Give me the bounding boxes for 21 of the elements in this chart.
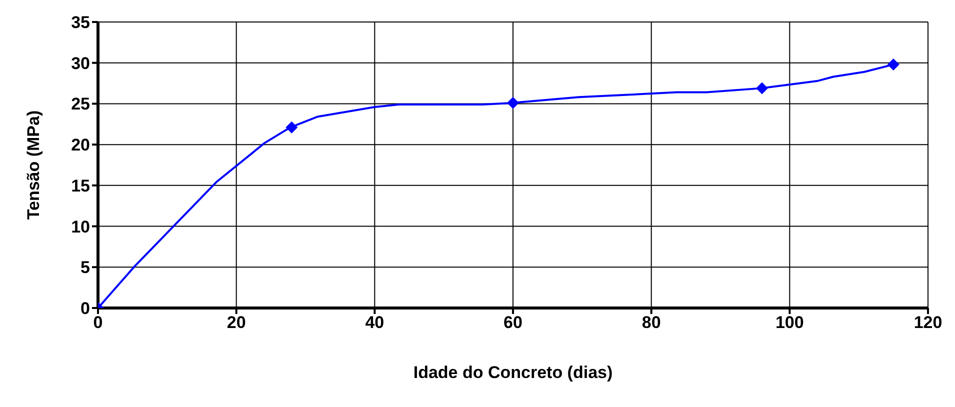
y-tick-label: 5 <box>80 258 90 278</box>
x-tick-label: 80 <box>642 313 661 332</box>
x-tick-label: 120 <box>914 313 942 332</box>
y-axis-title: Tensão (MPa) <box>24 110 44 220</box>
y-tick-label: 10 <box>71 217 90 236</box>
x-tick-label: 20 <box>226 313 246 332</box>
x-tick-label: 60 <box>504 313 522 332</box>
y-tick-label: 15 <box>71 176 90 196</box>
y-tick-label: 30 <box>71 54 90 73</box>
point <box>756 82 768 94</box>
y-tick-label: 20 <box>71 136 90 155</box>
point <box>286 121 298 134</box>
y-tick-label: 35 <box>71 13 90 32</box>
x-tick-label: 100 <box>775 313 804 332</box>
y-tick-label: 0 <box>80 299 90 318</box>
point <box>887 58 900 70</box>
x-tick-label: 40 <box>365 313 384 332</box>
x-tick-label: 0 <box>93 313 103 332</box>
point <box>507 96 519 109</box>
x-axis-title: Idade do Concreto (dias) <box>413 363 613 382</box>
y-tick-label: 25 <box>71 94 90 114</box>
